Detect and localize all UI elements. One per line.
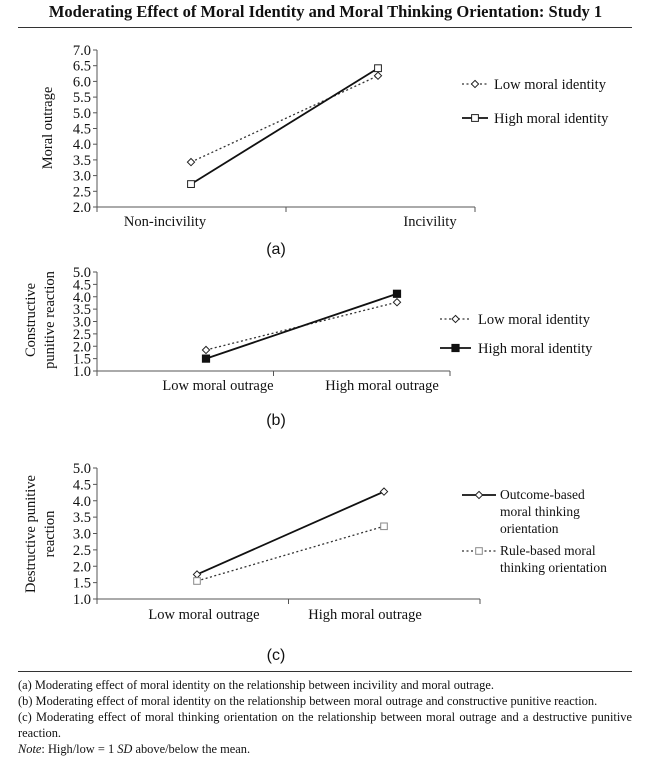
y-tick-label-2-0: 1.0 — [73, 592, 91, 608]
legend-label-2-1-1: thinking orientation — [500, 560, 607, 575]
legend-label-2-0-1: moral thinking — [500, 504, 580, 519]
y-tick-label-2-3: 2.5 — [73, 543, 91, 559]
legend-marker-2-1 — [475, 547, 483, 555]
x-category-label-0-1: Incivility — [403, 214, 457, 230]
y-tick-label-2-6: 4.0 — [73, 494, 91, 510]
x-category-label-2-1: High moral outrage — [308, 607, 422, 623]
caption-c: (c) Moderating effect of moral thinking … — [18, 710, 632, 740]
y-tick-label-0-7: 5.5 — [73, 90, 91, 106]
x-category-label-2-0: Low moral outrage — [148, 607, 259, 623]
y-axis-title-0: Moral outrage — [40, 87, 56, 170]
note-text: : High/low = 1 — [41, 742, 118, 756]
y-tick-label-1-7: 4.5 — [73, 277, 91, 293]
legend-label-1-1-0: High moral identity — [478, 341, 593, 357]
y-tick-label-1-1: 1.5 — [73, 352, 91, 368]
series-line-0-1 — [190, 67, 379, 185]
top-rule — [18, 27, 632, 28]
data-point-0-1-1 — [374, 64, 382, 73]
data-point-0-0-1 — [373, 71, 383, 81]
figure-title: Moderating Effect of Moral Identity and … — [48, 2, 603, 21]
legend-marker-2-0 — [474, 490, 484, 500]
y-tick-label-1-5: 3.5 — [73, 302, 91, 318]
y-tick-label-1-2: 2.0 — [73, 339, 91, 355]
data-point-1-1-0 — [201, 354, 211, 363]
y-tick-label-2-4: 3.0 — [73, 527, 91, 543]
y-tick-label-0-9: 6.5 — [73, 59, 91, 75]
data-point-0-0-0 — [186, 157, 196, 167]
y-tick-label-0-3: 3.5 — [73, 153, 91, 169]
y-tick-label-2-7: 4.5 — [73, 477, 91, 493]
y-tick-label-0-8: 6.0 — [73, 74, 91, 90]
legend-marker-1-0 — [451, 314, 460, 324]
legend-marker-0-1 — [471, 114, 479, 122]
legend-label-2-0-0: Outcome-based — [500, 487, 585, 502]
x-category-label-1-1: High moral outrage — [325, 378, 439, 394]
y-tick-label-0-1: 2.5 — [73, 184, 91, 200]
series-line-1-0 — [205, 301, 398, 351]
data-point-2-1-1 — [380, 522, 388, 531]
legend-label-1-0-0: Low moral identity — [478, 312, 591, 328]
panel-label-c: (c) — [266, 647, 286, 664]
series-line-0-0 — [190, 75, 379, 163]
series-line-2-0 — [196, 490, 385, 576]
y-tick-label-0-10: 7.0 — [73, 43, 91, 59]
y-tick-label-1-3: 2.5 — [73, 327, 91, 343]
y-axis-title-2-0: Destructive punitive — [23, 475, 39, 593]
legend-marker-1-1 — [451, 343, 460, 353]
legend-label-0-0-0: Low moral identity — [494, 77, 607, 93]
caption-a: (a) Moderating effect of moral identity … — [18, 678, 494, 692]
data-point-1-0-0 — [201, 345, 211, 355]
y-tick-label-0-4: 4.0 — [73, 137, 91, 153]
y-tick-label-1-6: 4.0 — [73, 290, 91, 306]
note-sd: SD — [117, 742, 133, 756]
caption-b: (b) Moderating effect of moral identity … — [18, 694, 598, 708]
y-tick-label-1-0: 1.0 — [73, 364, 91, 380]
panel-label-a: (a) — [266, 241, 286, 258]
y-tick-label-2-8: 5.0 — [73, 461, 91, 477]
y-tick-label-2-2: 2.0 — [73, 559, 91, 575]
data-point-2-1-0 — [193, 577, 201, 585]
legend-marker-0-0 — [470, 79, 480, 89]
legend-label-2-1-0: Rule-based moral — [500, 543, 596, 558]
x-category-label-1-0: Low moral outrage — [162, 378, 273, 394]
y-tick-label-0-5: 4.5 — [73, 122, 91, 138]
note-tail: above/below the mean. — [132, 742, 251, 756]
data-point-0-1-0 — [187, 180, 195, 188]
series-line-1-1 — [205, 292, 398, 360]
data-point-2-0-0 — [192, 570, 202, 579]
y-tick-label-1-4: 3.0 — [73, 315, 91, 331]
y-tick-label-1-8: 5.0 — [73, 265, 91, 281]
legend-label-0-1-0: High moral identity — [494, 111, 609, 127]
x-category-label-0-0: Non-incivility — [124, 214, 207, 230]
y-tick-label-2-1: 1.5 — [73, 576, 91, 592]
y-axis-title-1-0: Constructive — [23, 283, 39, 357]
y-tick-label-0-6: 5.0 — [73, 106, 91, 122]
data-point-1-0-1 — [392, 297, 402, 307]
series-line-2-1 — [196, 525, 385, 582]
data-point-1-1-1 — [392, 289, 402, 298]
note-line: Note: High/low = 1 SD above/below the me… — [18, 741, 632, 757]
data-point-2-0-1 — [379, 487, 389, 496]
y-tick-label-2-5: 3.5 — [73, 510, 91, 526]
panel-label-b: (b) — [266, 412, 286, 429]
y-axis-title-1-1: punitive reaction — [42, 270, 58, 369]
y-tick-label-0-0: 2.0 — [73, 200, 91, 216]
note-label: Note — [18, 742, 42, 756]
caption-rule — [18, 671, 632, 672]
y-tick-label-0-2: 3.0 — [73, 169, 91, 185]
legend-label-2-0-2: orientation — [500, 521, 559, 536]
charts-canvas: 2.02.53.03.54.04.55.05.56.06.57.0Non-inc… — [23, 43, 609, 623]
figure-captions: (a) Moderating effect of moral identity … — [18, 677, 632, 757]
y-axis-title-2-1: reaction — [42, 510, 58, 557]
